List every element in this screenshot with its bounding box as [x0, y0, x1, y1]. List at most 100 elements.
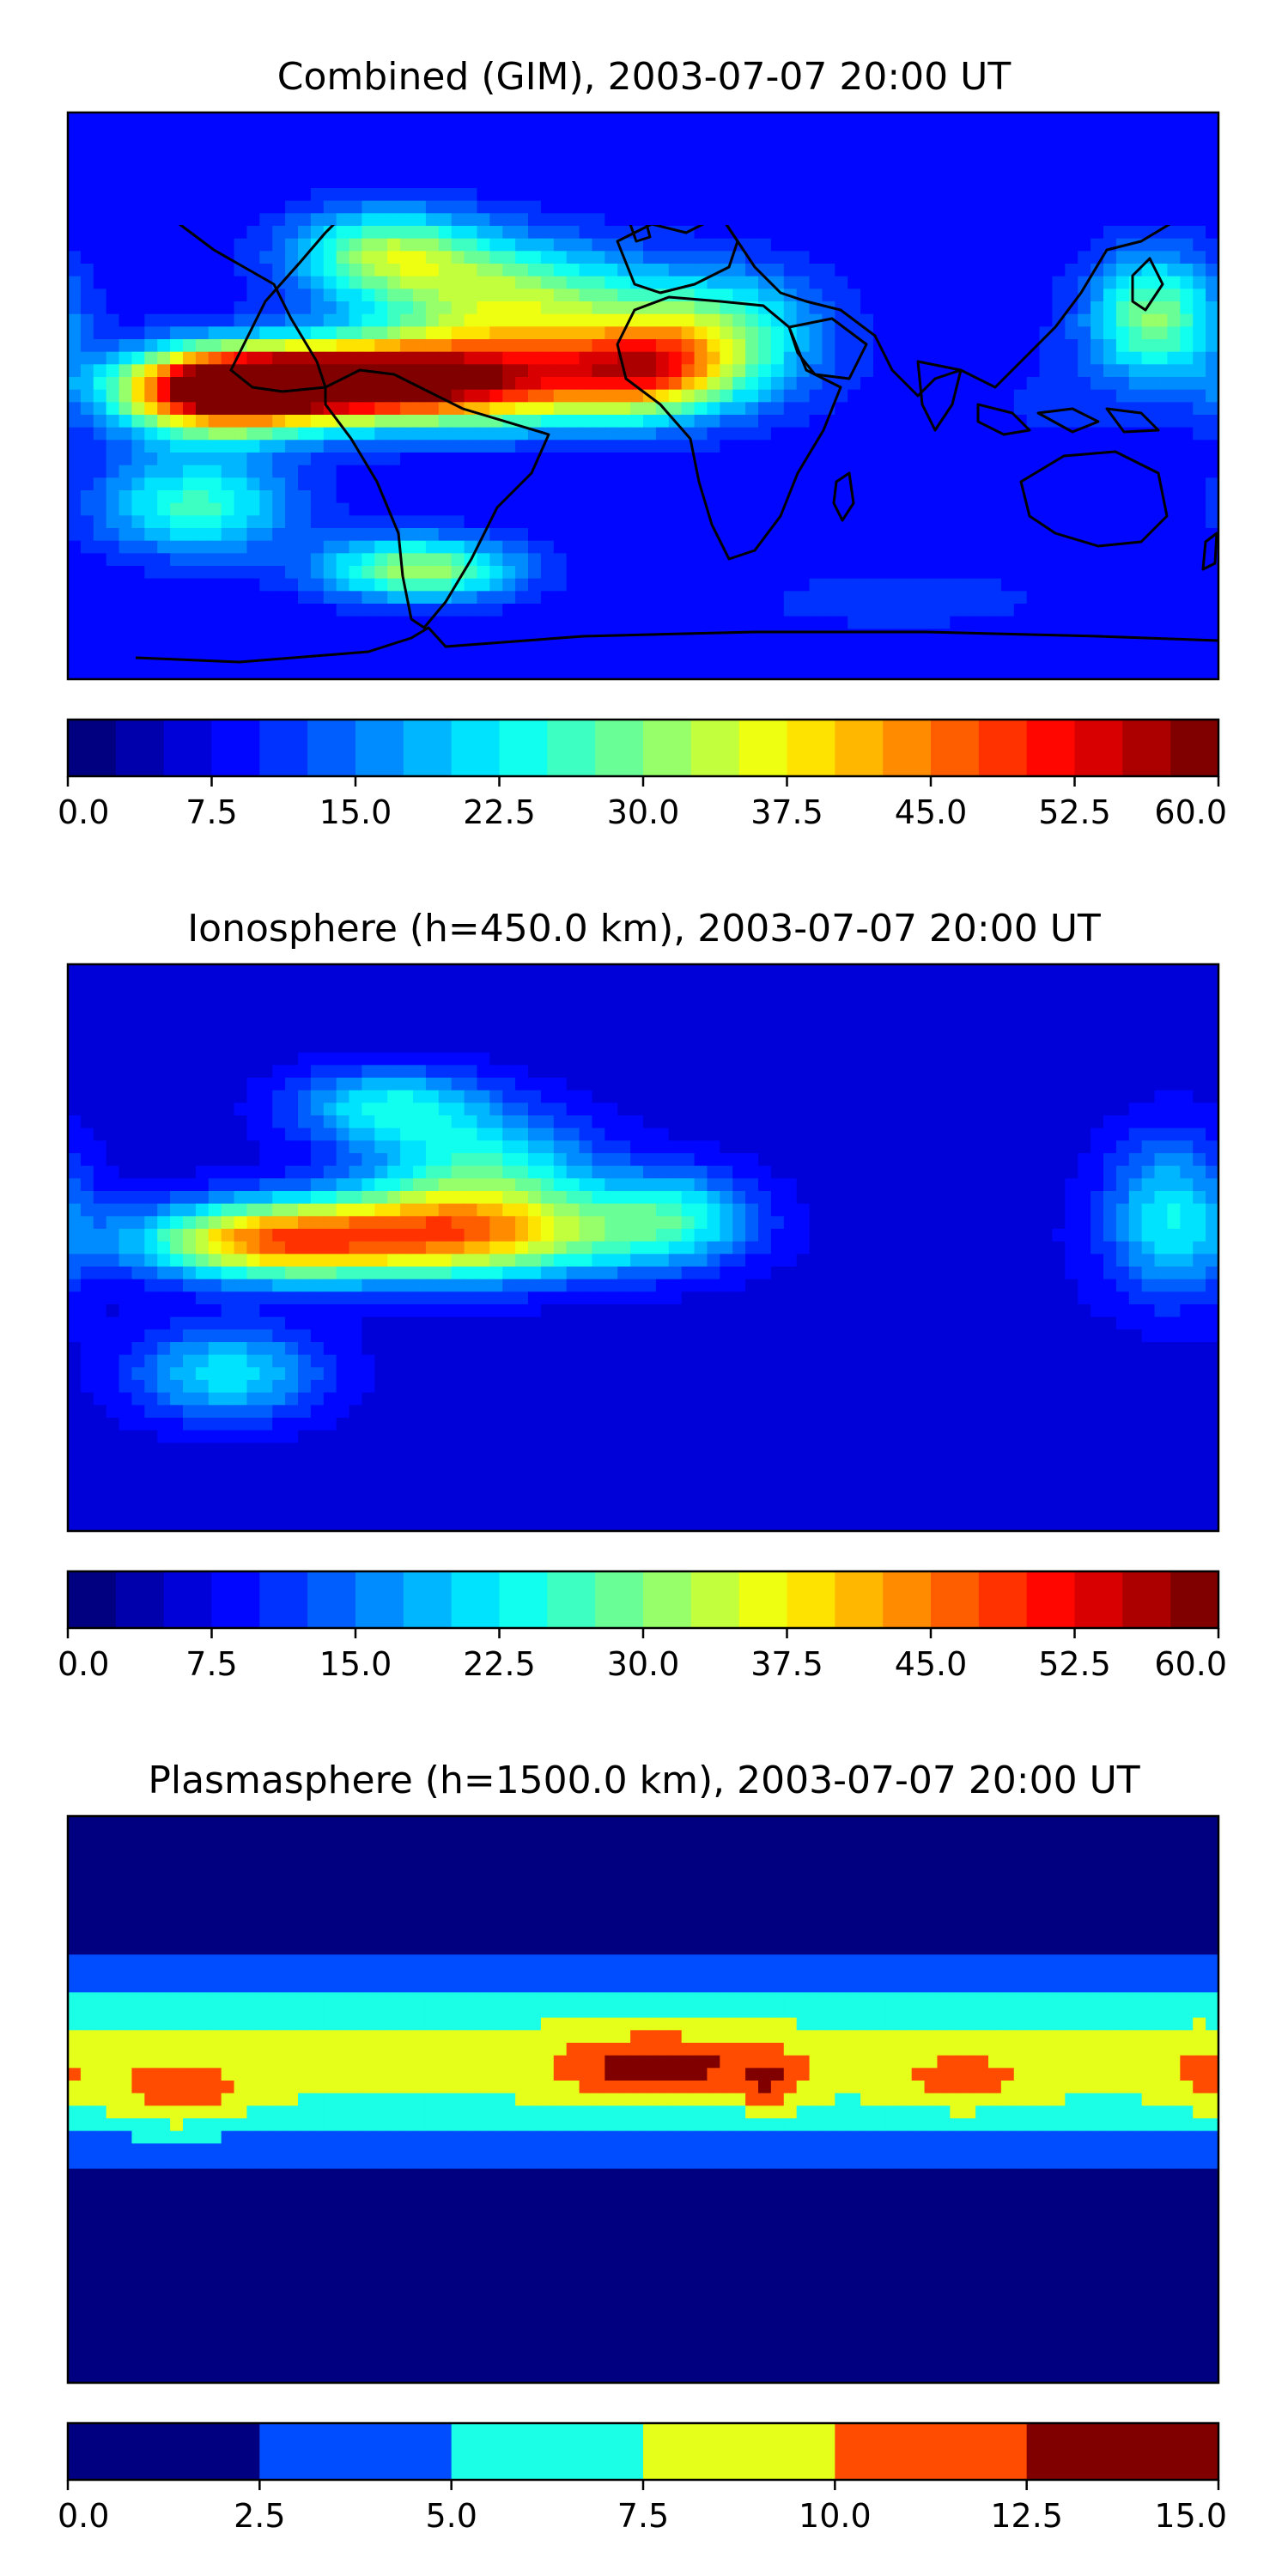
map-cell [93, 515, 107, 529]
map-cell [310, 251, 325, 264]
map-cell [183, 666, 197, 679]
map-cell [668, 326, 683, 340]
map-cell [745, 465, 759, 478]
map-cell [1013, 389, 1028, 403]
map-cell [323, 1052, 337, 1066]
map-cell [694, 150, 708, 164]
map-cell [937, 604, 951, 617]
map-cell [387, 200, 401, 214]
map-cell [285, 604, 299, 617]
map-cell [553, 1014, 568, 1028]
map-cell [1065, 540, 1078, 554]
map-cell [106, 326, 120, 340]
map-cell [707, 1040, 720, 1054]
map-cell [770, 150, 785, 164]
map-cell [1193, 1065, 1206, 1078]
map-cell [272, 415, 286, 428]
map-cell [502, 629, 516, 642]
map-cell [655, 578, 670, 592]
map-cell [208, 112, 222, 126]
map-cell [809, 264, 823, 277]
map-cell [668, 465, 683, 478]
map-cell [1026, 578, 1041, 592]
map-cell [975, 251, 989, 264]
map-cell [1078, 1078, 1091, 1091]
map-cell [1128, 264, 1143, 277]
map-cell [540, 566, 555, 580]
map-cell [540, 200, 555, 214]
map-cell [911, 666, 926, 679]
map-cell [579, 616, 593, 629]
map-cell [208, 251, 222, 264]
map-cell [720, 616, 733, 629]
map-cell [349, 175, 363, 189]
map-cell [1078, 477, 1091, 491]
map-cell [234, 515, 248, 529]
map-cell [464, 251, 478, 264]
panel-title: Ionosphere (h=450.0 km), 2003-07-07 20:0… [187, 907, 1101, 951]
map-cell [655, 137, 670, 151]
map-cell [451, 1027, 465, 1041]
map-cell [592, 1052, 605, 1066]
map-cell [643, 175, 657, 189]
map-cell [540, 188, 555, 202]
map-cell [195, 175, 210, 189]
map-cell [796, 653, 811, 667]
map-cell [630, 1065, 644, 1078]
map-cell [106, 125, 120, 138]
map-cell [93, 351, 107, 365]
map-cell [438, 289, 453, 302]
map-cell [361, 591, 375, 605]
map-cell [1091, 465, 1104, 478]
map-cell [93, 502, 107, 516]
map-cell [809, 1078, 823, 1091]
map-cell [848, 389, 861, 403]
map-cell [1026, 515, 1041, 529]
map-cell [732, 125, 746, 138]
map-cell [975, 188, 989, 202]
map-cell [809, 465, 823, 478]
map-cell [668, 125, 683, 138]
map-cell [898, 440, 913, 453]
map-cell [234, 964, 248, 978]
map-cell [732, 415, 746, 428]
map-cell [885, 427, 900, 440]
map-cell [221, 389, 235, 403]
map-cell [1206, 629, 1218, 642]
map-cell [1141, 351, 1156, 365]
map-cell [783, 964, 798, 978]
map-cell [515, 591, 529, 605]
map-cell [1103, 1002, 1117, 1016]
map-cell [732, 351, 746, 365]
map-cell [720, 427, 733, 440]
map-cell [1193, 591, 1206, 605]
map-cell [489, 389, 503, 403]
map-cell [323, 604, 337, 617]
map-cell [80, 591, 94, 605]
map-cell [1013, 112, 1028, 126]
map-cell [1013, 1040, 1028, 1054]
map-cell [770, 313, 785, 327]
map-cell [873, 477, 887, 491]
map-cell [1128, 440, 1143, 453]
map-cell [707, 226, 720, 240]
map-cell [553, 188, 568, 202]
map-cell [1128, 276, 1143, 289]
map-cell [566, 351, 580, 365]
map-cell [310, 264, 325, 277]
map-cell [643, 238, 657, 252]
map-cell [106, 453, 120, 466]
map-cell [1000, 502, 1015, 516]
map-cell [310, 162, 325, 176]
map-cell [157, 515, 171, 529]
map-cell [1052, 125, 1066, 138]
map-cell [860, 364, 874, 378]
map-cell [528, 377, 542, 391]
map-cell [770, 112, 785, 126]
map-cell [668, 276, 683, 289]
map-cell [745, 415, 759, 428]
map-cell [68, 1014, 82, 1028]
map-cell [118, 578, 133, 592]
map-cell [605, 553, 618, 567]
map-cell [93, 591, 107, 605]
